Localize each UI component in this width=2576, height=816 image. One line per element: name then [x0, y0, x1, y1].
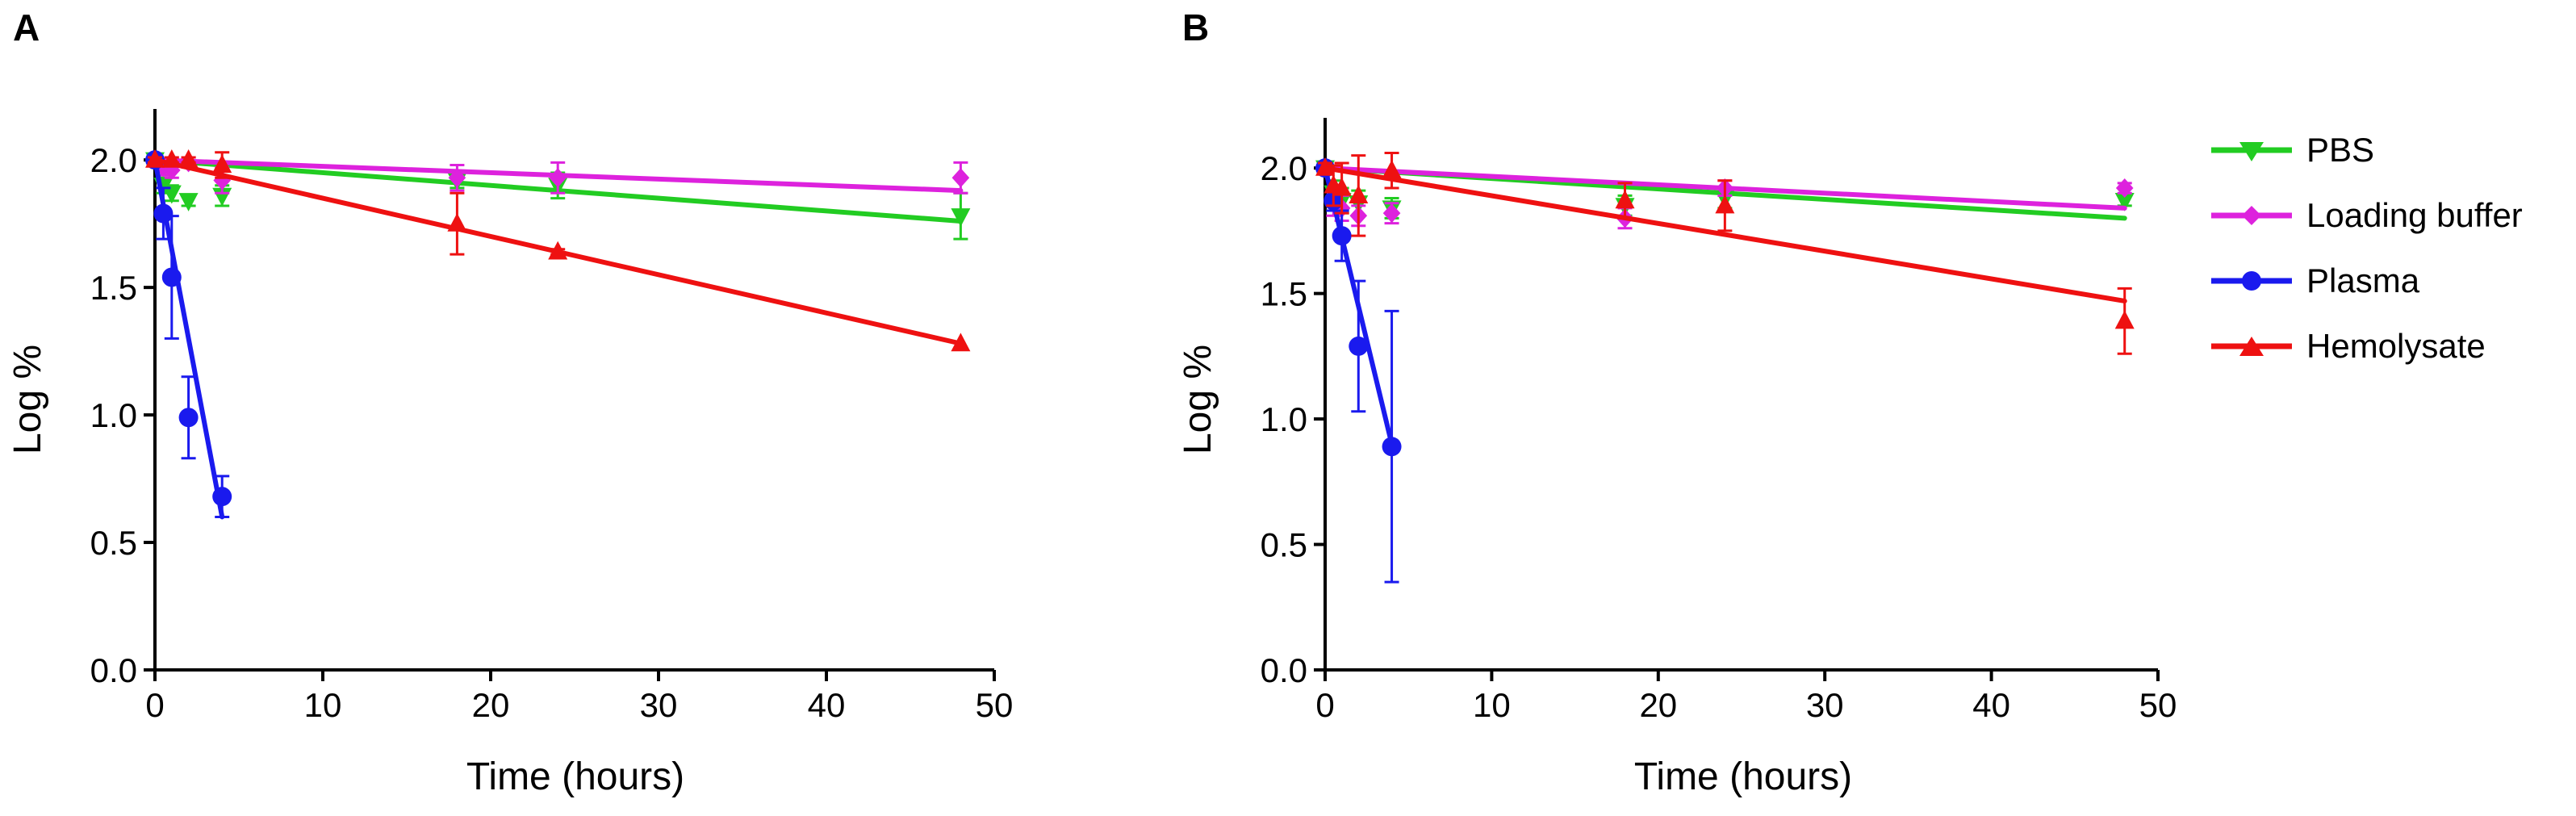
chart-a-point-hemolysate: [548, 241, 568, 260]
legend-label-plasma: Plasma: [2306, 262, 2420, 299]
chart-a-point-loading-buffer: [549, 168, 567, 188]
chart-b-point-hemolysate: [1315, 157, 1335, 176]
legend-label-hemolysate: Hemolysate: [2306, 327, 2486, 365]
legend-entry-hemolysate: Hemolysate: [2211, 327, 2486, 365]
chart-a-y-tick-label: 1.0: [90, 396, 137, 434]
chart-b-point-plasma: [1382, 437, 1402, 457]
chart-b-y-axis-title: Log %: [1177, 345, 1219, 454]
chart-a-point-hemolysate: [951, 333, 971, 352]
chart-b-y-tick-label: 1.0: [1261, 400, 1307, 438]
chart-a-y-tick-label: 0.0: [90, 651, 137, 689]
legend-entry-loading-buffer: Loading buffer: [2211, 196, 2523, 234]
chart-a-point-plasma: [178, 408, 199, 428]
chart-a-point-hemolysate: [145, 149, 165, 168]
legend: PBS Loading buffer Plasma Hemolysate: [2211, 131, 2523, 365]
chart-a-y-tick-label: 2.0: [90, 141, 137, 179]
chart-a-point-pbs: [161, 185, 182, 204]
chart-a-point-pbs: [951, 208, 971, 227]
chart-b-x-tick-label: 0: [1315, 686, 1334, 724]
chart-a-x-tick-label: 30: [640, 686, 678, 724]
chart-a-y-tick-label: 0.5: [90, 524, 137, 562]
chart-panel-a: Log % Time (hours) 0.0 0.5 1.0 1.5 2.0 0 10 20 3…: [6, 109, 1013, 798]
legend-entry-pbs: PBS: [2211, 131, 2374, 169]
chart-b-y-tick-label: 0.0: [1261, 651, 1307, 689]
chart-a-point-hemolysate: [212, 154, 232, 174]
chart-a-point-loading-buffer: [951, 168, 970, 188]
chart-b-point-plasma: [1349, 336, 1369, 356]
chart-b-point-loading-buffer: [2115, 178, 2134, 199]
legend-label-loading-buffer: Loading buffer: [2306, 196, 2523, 234]
chart-b-point-hemolysate: [1615, 190, 1635, 209]
legend-marker-loading-buffer: [2242, 206, 2261, 225]
chart-a-x-tick-label: 40: [808, 686, 846, 724]
chart-a-x-tick-label: 50: [976, 686, 1014, 724]
chart-a-point-plasma: [161, 267, 182, 287]
chart-a-x-tick-label: 0: [145, 686, 164, 724]
legend-marker-hemolysate: [2239, 337, 2264, 356]
chart-b-point-plasma: [1332, 226, 1352, 246]
chart-a-point-plasma: [212, 487, 232, 507]
chart-b-x-tick-label: 10: [1473, 686, 1511, 724]
chart-a-x-tick-label: 10: [304, 686, 342, 724]
chart-a-point-pbs: [178, 193, 199, 211]
chart-panel-b: Log % Time (hours) 0.0 0.5 1.0 1.5 2.0 0 10 20 3…: [1177, 118, 2177, 798]
chart-a-x-axis-title: Time (hours): [466, 755, 684, 798]
chart-a-y-axis-title: Log %: [6, 345, 49, 454]
legend-label-pbs: PBS: [2306, 131, 2374, 169]
chart-b-fit-line-hemolysate: [1323, 165, 2127, 303]
chart-b-y-tick-label: 1.5: [1261, 275, 1307, 313]
chart-b-point-loading-buffer: [1382, 203, 1401, 224]
legend-entry-plasma: Plasma: [2211, 262, 2420, 299]
panel-label-b: B: [1182, 6, 1209, 48]
chart-b-point-hemolysate: [1715, 195, 1735, 214]
chart-b-x-tick-label: 50: [2139, 686, 2177, 724]
chart-b-y-tick-label: 0.5: [1261, 526, 1307, 564]
chart-a-point-loading-buffer: [163, 160, 181, 180]
chart-b-point-hemolysate: [2114, 310, 2135, 329]
chart-a-point-hemolysate: [161, 149, 182, 168]
chart-b-point-pbs: [2114, 193, 2135, 211]
chart-a-point-plasma: [153, 203, 174, 224]
legend-marker-plasma: [2242, 271, 2261, 291]
chart-a-x-tick-label: 20: [472, 686, 510, 724]
chart-a-point-loading-buffer: [448, 168, 466, 188]
legend-marker-pbs: [2239, 142, 2264, 161]
chart-b-point-hemolysate: [1349, 185, 1369, 203]
chart-b-x-axis-title: Time (hours): [1634, 755, 1852, 798]
panel-label-a: A: [13, 6, 40, 48]
chart-b-x-tick-label: 30: [1806, 686, 1844, 724]
chart-b-point-hemolysate: [1382, 160, 1402, 178]
chart-b-x-tick-label: 40: [1972, 686, 2010, 724]
chart-b-x-tick-label: 20: [1639, 686, 1677, 724]
chart-a-point-hemolysate: [178, 149, 199, 168]
chart-a-y-tick-label: 1.5: [90, 269, 137, 307]
chart-b-y-tick-label: 2.0: [1261, 149, 1307, 187]
chart-b-point-hemolysate: [1332, 177, 1352, 196]
chart-a-point-hemolysate: [447, 212, 467, 232]
